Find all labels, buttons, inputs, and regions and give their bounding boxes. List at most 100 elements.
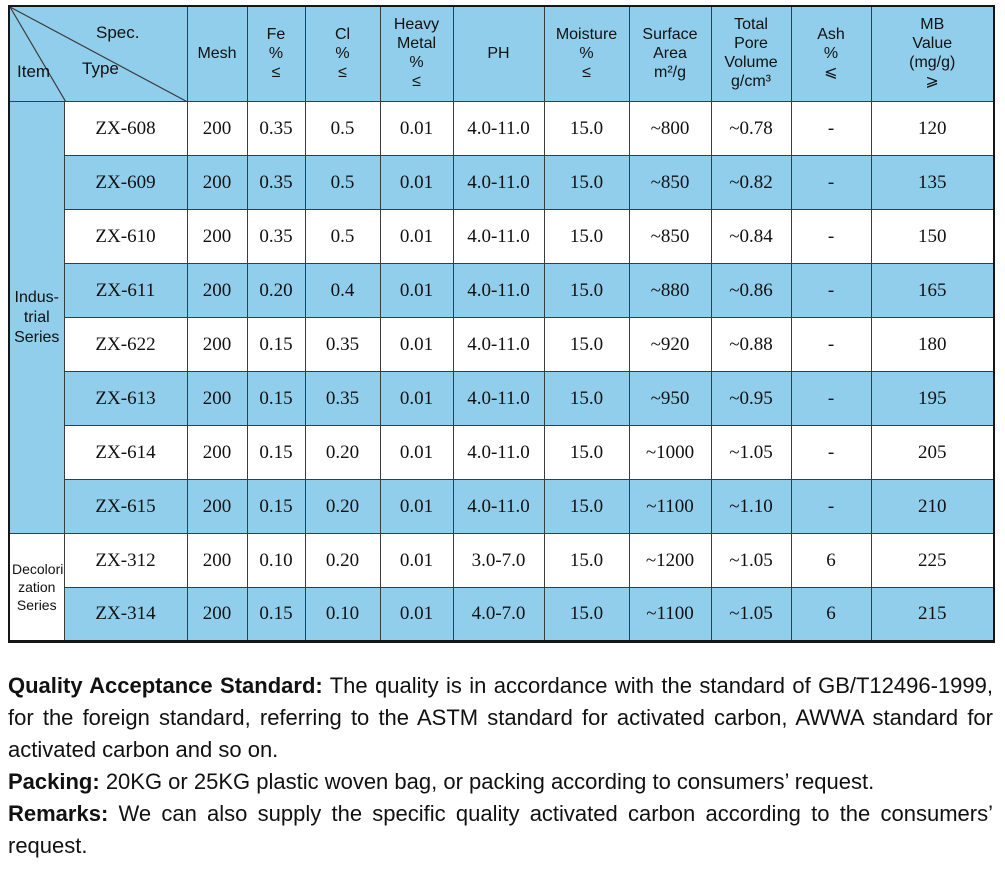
value-cell: 135 — [870, 155, 995, 211]
packing-note: Packing: 20KG or 25KG plastic woven bag,… — [8, 766, 993, 798]
value-cell: ~0.95 — [710, 371, 792, 427]
col-header-cl: Cl % ≤ — [304, 5, 381, 103]
value-cell: 0.01 — [379, 587, 454, 643]
value-cell: ~920 — [628, 317, 712, 373]
col-header-fe: Fe % ≤ — [246, 5, 306, 103]
value-cell: - — [790, 209, 872, 265]
series-group-cell: Indus- trial Series — [8, 101, 65, 535]
value-cell: 4.0-11.0 — [452, 479, 545, 535]
corner-label-spec: Spec. — [96, 23, 140, 42]
value-cell: 4.0-11.0 — [452, 263, 545, 319]
value-cell: - — [790, 371, 872, 427]
value-cell: 195 — [870, 371, 995, 427]
value-cell: 15.0 — [543, 209, 630, 265]
value-cell: 0.01 — [379, 101, 454, 157]
value-cell: 15.0 — [543, 317, 630, 373]
value-cell: 0.20 — [304, 533, 381, 589]
value-cell: 200 — [186, 587, 248, 643]
value-cell: 4.0-11.0 — [452, 371, 545, 427]
value-cell: 0.35 — [246, 101, 306, 157]
value-cell: 3.0-7.0 — [452, 533, 545, 589]
value-cell: 165 — [870, 263, 995, 319]
value-cell: ~0.82 — [710, 155, 792, 211]
series-group-cell: Decolori- zation Series — [8, 533, 65, 643]
table-row: ZX-314 200 0.15 0.10 0.01 4.0-7.0 15.0 ~1100 ~1.… — [9, 587, 995, 643]
value-cell: 180 — [870, 317, 995, 373]
value-cell: ~1100 — [628, 479, 712, 535]
value-cell: ~850 — [628, 209, 712, 265]
value-cell: - — [790, 479, 872, 535]
value-cell: - — [790, 263, 872, 319]
col-header-moisture: Moisture % ≤ — [543, 5, 630, 103]
value-cell: 0.01 — [379, 209, 454, 265]
table-row: ZX-613 200 0.15 0.35 0.01 4.0-11.0 15.0 ~950 ~0.… — [9, 371, 995, 427]
col-header-ash: Ash % ⩽ — [790, 5, 872, 103]
packing-text: 20KG or 25KG plastic woven bag, or packi… — [99, 769, 875, 795]
value-cell: 225 — [870, 533, 995, 589]
value-cell: 4.0-11.0 — [452, 209, 545, 265]
value-cell: 6 — [790, 587, 872, 643]
value-cell: 15.0 — [543, 155, 630, 211]
type-cell: ZX-611 — [63, 263, 188, 319]
remarks-text: We can also supply the specific quality … — [8, 801, 993, 859]
value-cell: - — [790, 317, 872, 373]
value-cell: 200 — [186, 371, 248, 427]
value-cell: 200 — [186, 101, 248, 157]
col-header-heavy-metal: Heavy Metal % ≤ — [379, 5, 454, 103]
value-cell: ~1000 — [628, 425, 712, 481]
notes-section: Quality Acceptance Standard: The quality… — [8, 670, 993, 862]
value-cell: - — [790, 155, 872, 211]
value-cell: ~1.10 — [710, 479, 792, 535]
value-cell: 0.01 — [379, 425, 454, 481]
value-cell: 200 — [186, 479, 248, 535]
value-cell: 0.01 — [379, 371, 454, 427]
value-cell: 0.01 — [379, 533, 454, 589]
value-cell: 150 — [870, 209, 995, 265]
value-cell: 0.15 — [246, 587, 306, 643]
value-cell: 0.35 — [246, 155, 306, 211]
type-cell: ZX-614 — [63, 425, 188, 481]
value-cell: 15.0 — [543, 533, 630, 589]
value-cell: 210 — [870, 479, 995, 535]
value-cell: 0.35 — [304, 371, 381, 427]
col-header-mesh: Mesh — [186, 5, 248, 103]
value-cell: 4.0-11.0 — [452, 101, 545, 157]
value-cell: 0.15 — [246, 479, 306, 535]
value-cell: 200 — [186, 425, 248, 481]
value-cell: ~800 — [628, 101, 712, 157]
value-cell: ~1200 — [628, 533, 712, 589]
value-cell: ~950 — [628, 371, 712, 427]
col-header-mb-value: MB Value (mg/g) ⩾ — [870, 5, 995, 103]
value-cell: 0.5 — [304, 209, 381, 265]
value-cell: ~1.05 — [710, 587, 792, 643]
value-cell: 4.0-11.0 — [452, 317, 545, 373]
diagonal-divider-lines — [10, 7, 187, 101]
value-cell: 0.15 — [246, 371, 306, 427]
spec-table-header: Spec. Type Item Mesh Fe % ≤ Cl % ≤ Heavy… — [8, 5, 995, 103]
table-row: ZX-615 200 0.15 0.20 0.01 4.0-11.0 15.0 ~1100 ~1… — [9, 479, 995, 535]
table-row: Indus- trial Series ZX-608 200 0.35 0.5 0.01 4… — [8, 101, 995, 535]
value-cell: ~1100 — [628, 587, 712, 643]
value-cell: 200 — [186, 263, 248, 319]
quality-acceptance-text: The quality is in accordance with the st… — [8, 673, 993, 763]
type-cell: ZX-622 — [63, 317, 188, 373]
value-cell: ~880 — [628, 263, 712, 319]
type-cell: ZX-613 — [63, 371, 188, 427]
value-cell: 0.20 — [246, 263, 306, 319]
value-cell: 120 — [870, 101, 995, 157]
value-cell: 4.0-7.0 — [452, 587, 545, 643]
table-row: ZX-622 200 0.15 0.35 0.01 4.0-11.0 15.0 ~920 ~0.… — [9, 317, 995, 373]
remarks-note: Remarks: We can also supply the specific… — [8, 798, 993, 862]
spec-table-body: Indus- trial Series ZX-608 200 0.35 0.5 0.01 4… — [8, 101, 995, 643]
value-cell: 205 — [870, 425, 995, 481]
value-cell: 4.0-11.0 — [452, 155, 545, 211]
spec-table: Spec. Type Item Mesh Fe % ≤ Cl % ≤ Heavy… — [8, 5, 995, 644]
value-cell: 200 — [186, 209, 248, 265]
value-cell: 0.15 — [246, 425, 306, 481]
value-cell: 15.0 — [543, 263, 630, 319]
type-cell: ZX-314 — [63, 587, 188, 643]
value-cell: - — [790, 101, 872, 157]
table-row: ZX-610 200 0.35 0.5 0.01 4.0-11.0 15.0 ~850 ~0.8… — [9, 209, 995, 265]
value-cell: 0.01 — [379, 263, 454, 319]
value-cell: 0.10 — [304, 587, 381, 643]
